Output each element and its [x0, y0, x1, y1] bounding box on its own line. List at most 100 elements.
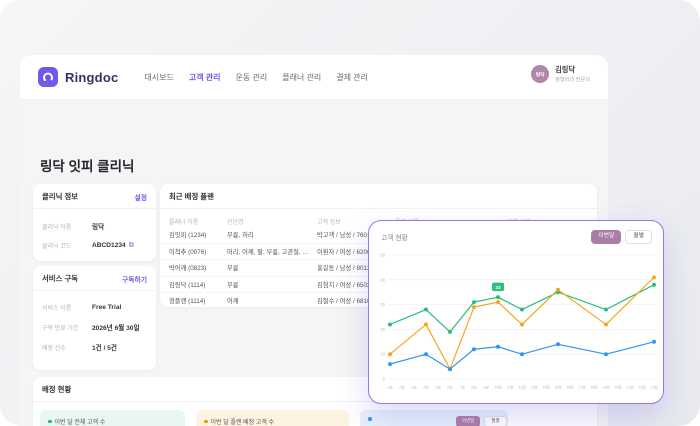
x-tick-label: 3일	[411, 385, 416, 390]
stat-label-text: 이번 달 전체 고객 수	[54, 420, 106, 426]
divider	[33, 208, 156, 209]
series-orange-point	[556, 287, 560, 292]
x-tick-label: 13일	[530, 385, 537, 390]
x-tick-label: 6일	[447, 385, 452, 390]
series-orange-point	[496, 300, 500, 305]
stat-label-text: 이번 달 플랜 배정 고객 수	[210, 420, 275, 426]
customer-status-section-buttons: 이번달 월별	[456, 416, 507, 426]
point-label-badge	[492, 282, 504, 292]
user-chip[interactable]: 링닥 김링닥 정형외과 전문의	[523, 61, 598, 87]
stat-label: 이번 달 전체 고객 수	[48, 417, 177, 426]
brand-name: Ringdoc	[65, 69, 119, 85]
nav-item-link[interactable]: 운동 관리	[235, 72, 268, 82]
x-tick-label: 20일	[614, 385, 621, 390]
series-orange-point	[652, 275, 656, 280]
user-meta: 김링닥 정형외과 전문의	[555, 65, 590, 83]
column-header: 고객 정보	[317, 220, 341, 226]
series-orange-point	[520, 322, 524, 327]
series-blue-point	[604, 352, 608, 357]
y-tick-label: 20	[380, 327, 385, 332]
filter-button-filled[interactable]: 이번달	[591, 230, 622, 244]
series-green-point	[520, 307, 524, 312]
x-tick-label: 17일	[578, 385, 585, 390]
main-nav: 대시보드 고객 관리 운동 관리 플래너 관리 결제 관리	[144, 72, 368, 83]
ringdoc-logo-icon	[38, 67, 58, 87]
series-green-point	[496, 295, 500, 300]
copy-icon[interactable]: ⧉	[128, 241, 134, 249]
table-cell: 무릎	[227, 265, 239, 273]
assignment-status-title: 배정 현황	[42, 385, 72, 394]
stat-box: 이번 달 플랜 배정 고객 수34	[196, 410, 349, 426]
filter-button-outline[interactable]: 월별	[484, 416, 507, 426]
nav-item-link[interactable]: 대시보드	[144, 72, 174, 82]
series-green-point	[388, 322, 392, 327]
avatar: 링닥	[531, 65, 550, 83]
x-tick-label: 16일	[566, 385, 573, 390]
table-cell: 박어깨 (0823)	[169, 265, 207, 273]
user-name: 김링닥	[555, 65, 575, 74]
subscription-card: 서비스 구독 구독하기 서비스 이름 Free Trial 구독 만료 기간 2026…	[33, 266, 156, 370]
stat-box: 이번 달 전체 고객 수62	[40, 410, 185, 426]
table-cell: 김링닥 (1114)	[169, 281, 206, 289]
filter-button-filled[interactable]: 이번달	[456, 416, 481, 426]
table-cell: 김잇피 (1234)	[169, 231, 207, 239]
series-blue-point	[472, 347, 476, 352]
x-tick-label: 19일	[602, 385, 609, 390]
customer-status-title: 고객 현황	[381, 234, 408, 242]
nav-item-active[interactable]: 고객 관리	[188, 72, 221, 82]
x-tick-label: 4일	[423, 385, 428, 390]
table-cell: 이척추 (0076)	[169, 248, 207, 256]
x-tick-label: 18일	[590, 385, 597, 390]
series-orange-point	[424, 322, 428, 327]
x-tick-label: 15일	[554, 385, 561, 390]
divider	[160, 208, 597, 209]
y-tick-label: 10	[380, 352, 385, 357]
series-orange-point	[472, 305, 476, 310]
info-label: 클리닉 이름	[42, 224, 72, 231]
series-blue-point	[520, 352, 524, 357]
point-label-text: 33	[495, 285, 501, 291]
nav-item-link[interactable]: 플래너 관리	[282, 72, 322, 82]
stat-label	[368, 417, 500, 421]
y-tick-label: 40	[380, 277, 385, 282]
chart-filter-buttons: 이번달 월별	[591, 230, 652, 244]
app-header: Ringdoc 대시보드 고객 관리 운동 관리 플래너 관리 결제 관리 링닥 김링닥…	[20, 55, 608, 100]
user-role: 정형외과 전문의	[555, 77, 590, 83]
series-green-point	[652, 282, 656, 287]
table-cell: 무릎, 허리	[227, 231, 254, 239]
series-blue-point	[496, 344, 500, 349]
info-row: 클리닉 코드 ABCD1234 ⧉	[42, 241, 147, 251]
series-orange-point	[604, 322, 608, 327]
info-row: 배정 건수 1건 / 5건	[42, 342, 147, 352]
info-row: 구독 만료 기간 2026년 6월 30일	[42, 322, 147, 332]
filter-button-outline[interactable]: 월별	[625, 230, 652, 244]
divider	[33, 290, 156, 291]
table-cell: 무릎	[227, 281, 239, 289]
series-blue-point	[424, 352, 428, 357]
brand: Ringdoc	[38, 67, 118, 87]
stat-dot	[368, 417, 372, 421]
series-green-point	[424, 307, 428, 312]
subscribe-link[interactable]: 구독하기	[121, 276, 147, 284]
y-tick-label: 30	[380, 302, 385, 307]
info-label: 클리닉 코드	[42, 244, 72, 250]
stat-dot	[48, 419, 52, 424]
x-tick-label: 12일	[518, 385, 525, 390]
series-blue-point	[388, 362, 392, 367]
table-cell: 머리, 어깨, 팔, 무릎, 고관절, 허리,…	[227, 248, 317, 256]
info-label: 배정 건수	[42, 345, 66, 352]
x-tick-label: 22일	[638, 385, 645, 390]
page-title: 링닥 잇피 클리닉	[40, 159, 135, 174]
info-row: 서비스 이름 Free Trial	[42, 303, 147, 312]
customer-status-popup: 고객 현황 이번달 월별 0 10 20 30 40 50 1일 2일 3일 4일 5일 6일 7일 8일 9…	[368, 220, 664, 404]
x-tick-label: 8일	[471, 385, 476, 390]
clinic-settings-link[interactable]: 설정	[134, 194, 147, 202]
customer-trend-chart: 0 10 20 30 40 50 1일 2일 3일 4일 5일 6일 7일 8일 9일 10일 11일 12일 13…	[380, 253, 657, 390]
nav-item-link[interactable]: 결제 관리	[336, 72, 368, 82]
column-header: 플래너 이름	[169, 220, 199, 226]
x-tick-label: 2일	[399, 385, 404, 390]
info-value: 1건 / 5건	[92, 345, 117, 352]
series-blue-point	[448, 367, 452, 372]
column-header: 진단명	[227, 220, 244, 226]
x-tick-label: 21일	[626, 385, 633, 390]
